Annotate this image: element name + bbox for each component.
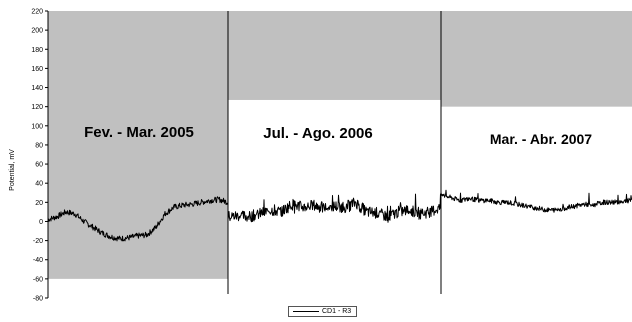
legend-swatch: [293, 311, 319, 312]
series-layer: [47, 189, 632, 242]
y-tick-label: 140: [31, 85, 43, 92]
y-tick-label: -40: [33, 257, 43, 264]
y-axis-title: Potential, mV: [9, 149, 16, 191]
series-line-period-1: [47, 196, 229, 242]
period-label-3: Mar. - Abr. 2007: [490, 131, 592, 147]
period-labels: Fev. - Mar. 2005 Jul. - Ago. 2006 Mar. - A…: [84, 124, 592, 147]
period-dividers: [227, 11, 442, 294]
y-tick-label: 180: [31, 47, 43, 54]
series-line-period-3: [440, 189, 632, 213]
y-tick-label: -80: [33, 296, 43, 303]
period-label-2: Jul. - Ago. 2006: [263, 125, 372, 142]
period-shade-3: [441, 11, 632, 107]
series-line-period-2: [227, 193, 442, 223]
y-tick-label: -20: [33, 238, 43, 245]
y-tick-label: 220: [31, 9, 43, 16]
y-tick-label: 200: [31, 28, 43, 35]
y-tick-label: 160: [31, 66, 43, 73]
period-label-1: Fev. - Mar. 2005: [84, 124, 194, 141]
y-tick-label: -60: [33, 276, 43, 283]
legend-label: CD1 - R3: [322, 308, 352, 315]
y-tick-label: 100: [31, 123, 43, 130]
y-tick-label: 0: [39, 219, 43, 226]
period-shade-1: [48, 11, 228, 279]
y-tick-label: 60: [35, 162, 43, 169]
y-tick-label: 20: [35, 200, 43, 207]
y-tick-label: 80: [35, 142, 43, 149]
y-axis: -80 -60 -40 -20 0 20 40 60 80 100 120 140 160 180 200 2…: [31, 9, 49, 303]
period-shade-2: [228, 11, 441, 100]
legend: CD1 - R3: [288, 306, 358, 317]
y-tick-label: 120: [31, 104, 43, 111]
y-tick-label: 40: [35, 181, 43, 188]
